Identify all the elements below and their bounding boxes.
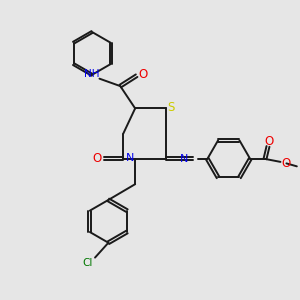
Text: O: O [281, 157, 290, 170]
Text: O: O [93, 152, 102, 165]
Text: S: S [167, 101, 175, 114]
Text: O: O [138, 68, 147, 81]
Text: N: N [180, 154, 188, 164]
Text: NH: NH [84, 69, 100, 79]
Text: N: N [126, 153, 135, 163]
Text: O: O [265, 135, 274, 148]
Text: Cl: Cl [82, 258, 93, 268]
